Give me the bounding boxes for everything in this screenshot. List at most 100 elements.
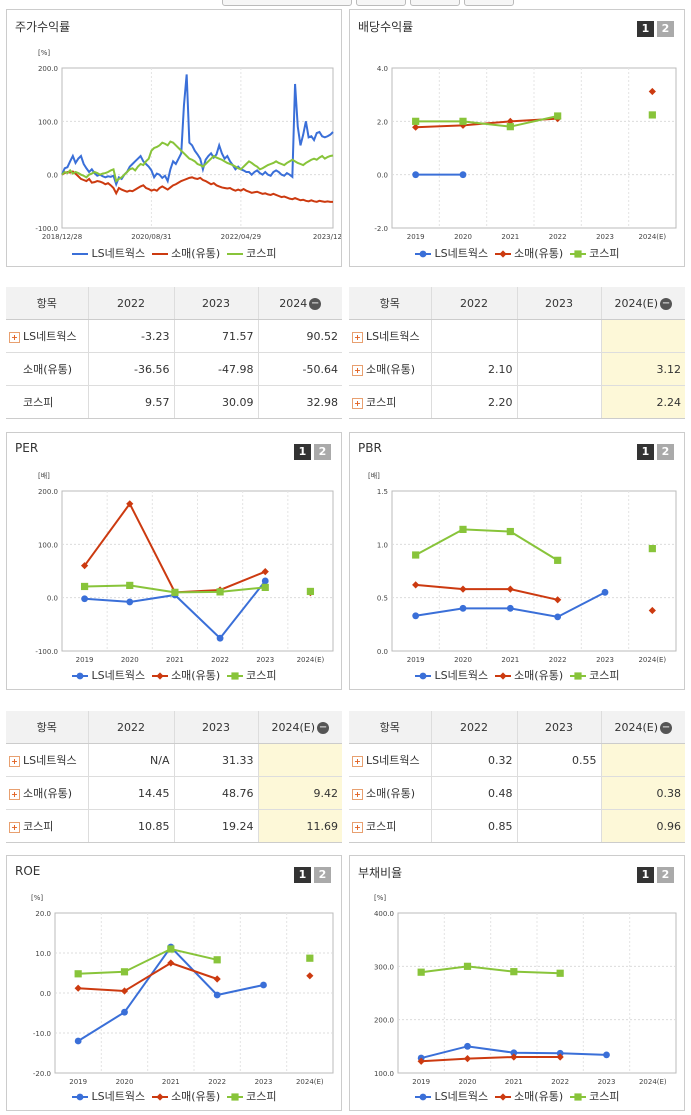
plot-frame: [배] 200.0 100.0 0.0 -100.0	[35, 471, 334, 656]
legend: LS네트웍스 소매(유통) 코스피	[350, 245, 684, 261]
expand-icon[interactable]: +	[9, 755, 20, 767]
table-cell: 2.10	[430, 352, 517, 386]
view-1-button[interactable]: 1	[637, 444, 654, 460]
series-line	[78, 947, 218, 975]
view-2-button[interactable]: 2	[657, 444, 674, 460]
toolbar-button-1[interactable]	[222, 0, 352, 6]
x-tick-label: 2020	[454, 656, 472, 664]
series-0	[412, 171, 467, 179]
category-grid: 2019 2020 2021 2022 2023 2024(E)	[407, 68, 666, 241]
expand-icon[interactable]: +	[9, 788, 20, 800]
legend-marker	[231, 1093, 239, 1101]
x-tick-label: 2022/04/29	[221, 233, 261, 241]
table-cell	[430, 319, 517, 353]
legend-marker	[574, 1093, 582, 1101]
y-tick-label: 1.0	[377, 541, 388, 549]
legend-item: LS네트웍스	[414, 1090, 488, 1103]
view-2-button[interactable]: 2	[657, 21, 674, 37]
table-row: + 코스피 10.85 19.24 11.69	[6, 809, 342, 843]
row-name: 소매(유통)	[366, 363, 416, 376]
row-label: + 소매(유통)	[6, 776, 88, 810]
expand-icon[interactable]: +	[352, 821, 363, 833]
row-name: 코스피	[23, 820, 54, 833]
table-cell	[516, 809, 601, 843]
expand-icon[interactable]: +	[9, 331, 20, 343]
data-point	[213, 975, 221, 983]
expand-icon[interactable]: +	[9, 821, 20, 833]
legend-swatch	[227, 253, 244, 255]
data-point	[459, 604, 467, 612]
y-tick-label: 0.5	[377, 595, 388, 603]
stock-return-panel: 주가수익률 [%] 200.0 100.0 0.0 -100.0 2018/12/28 20…	[6, 9, 342, 267]
row-label: + LS네트웍스	[6, 743, 88, 777]
collapse-icon[interactable]: −	[660, 721, 673, 734]
data-point	[80, 582, 89, 591]
legend-label: 소매(유통)	[171, 669, 221, 682]
data-point	[306, 587, 315, 596]
collapse-icon[interactable]: −	[660, 297, 673, 310]
table-row: 소매(유통) -36.56 -47.98 -50.64	[6, 352, 342, 386]
data-point	[554, 556, 562, 564]
x-axis: 2018/12/28 2020/08/31 2022/04/29 2023/12/28	[42, 68, 341, 241]
header-cell: 항목	[6, 711, 88, 744]
data-point	[213, 991, 221, 999]
collapse-icon[interactable]: −	[309, 297, 322, 310]
row-name: LS네트웍스	[366, 754, 420, 767]
toolbar-button-2[interactable]	[356, 0, 406, 6]
table-cell: 10.85	[87, 809, 174, 843]
legend-marker	[499, 672, 507, 680]
table-cell: 0.55	[516, 743, 601, 777]
table-cell: 0.38	[600, 776, 685, 810]
expand-icon[interactable]: +	[352, 331, 363, 343]
row-name: LS네트웍스	[23, 330, 77, 343]
y-tick-label: 10.0	[35, 950, 51, 958]
legend: LS네트웍스 소매(유통) 코스피	[7, 667, 341, 683]
series-1	[417, 1053, 564, 1065]
view-2-button[interactable]: 2	[314, 867, 331, 883]
view-1-button[interactable]: 1	[294, 867, 311, 883]
expand-icon[interactable]: +	[352, 364, 363, 376]
expand-icon[interactable]: +	[352, 397, 363, 409]
row-name: LS네트웍스	[366, 330, 420, 343]
view-2-button[interactable]: 2	[657, 867, 674, 883]
data-point	[260, 981, 267, 989]
table-header-row: 항목 2022 2023 2024(E) −	[349, 287, 685, 320]
x-tick-label: 2020	[454, 233, 472, 241]
data-point	[506, 604, 514, 612]
collapse-icon[interactable]: −	[317, 721, 330, 734]
data-point	[126, 581, 134, 589]
legend-label: 코스피	[589, 1090, 620, 1103]
toolbar-button-3[interactable]	[410, 0, 460, 6]
table-cell: -36.56	[87, 352, 174, 386]
header-cell: 항목	[349, 711, 431, 744]
legend-item: 소매(유통)	[494, 1090, 563, 1103]
series-1	[74, 959, 314, 995]
data-point	[74, 970, 82, 978]
table-cell: 2.20	[430, 385, 517, 419]
expand-icon[interactable]: +	[352, 755, 363, 767]
x-tick-label: 2021	[501, 656, 519, 664]
toolbar-button-4[interactable]	[464, 0, 514, 6]
x-tick-label: 2024(E)	[639, 1078, 667, 1086]
data-point	[412, 171, 420, 179]
expand-icon[interactable]: +	[352, 788, 363, 800]
legend-item: 코스피	[226, 669, 277, 682]
view-2-button[interactable]: 2	[314, 444, 331, 460]
view-1-button[interactable]: 1	[294, 444, 311, 460]
data-point	[463, 962, 472, 970]
row-label: + LS네트웍스	[349, 319, 431, 353]
legend: LS네트웍스 소매(유통) 코스피	[350, 1088, 684, 1104]
table-row: + 소매(유통) 0.48 0.38	[349, 776, 685, 810]
view-1-button[interactable]: 1	[637, 867, 654, 883]
view-1-button[interactable]: 1	[637, 21, 654, 37]
table-row: + 소매(유통) 2.10 3.12	[349, 352, 685, 386]
legend-swatch	[415, 672, 432, 680]
legend-item: 코스피	[569, 669, 620, 682]
series-line	[421, 1056, 561, 1063]
x-tick-label: 2022	[549, 233, 567, 241]
y-tick-label: 200.0	[38, 65, 58, 73]
table-cell: 0.96	[600, 809, 685, 843]
header-cell: 2023	[516, 287, 601, 320]
